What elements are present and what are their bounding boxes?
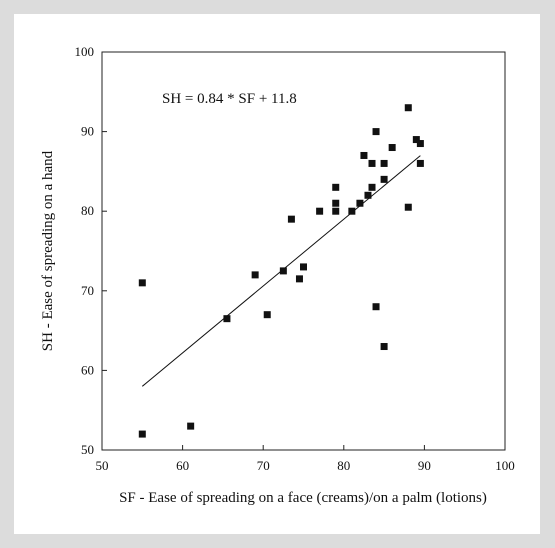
x-tick-label: 100 [495,458,515,473]
data-point [404,203,412,211]
data-point [251,271,259,279]
data-point [300,263,307,271]
data-point [380,343,388,351]
data-point [360,151,368,159]
data-point [316,207,324,215]
x-tick-label: 70 [257,458,270,473]
x-tick-label: 50 [96,458,109,473]
x-tick-label: 80 [337,458,350,473]
x-axis-label: SF - Ease of spreading on a face (creams… [119,490,487,506]
data-point [348,207,356,215]
data-point [412,136,420,144]
data-point [380,175,388,183]
data-point [364,191,372,199]
y-tick-label: 70 [81,283,94,298]
x-axis-ticks: 50 60 70 80 90 100 [96,445,515,473]
y-tick-label: 50 [81,442,94,457]
data-point [372,128,380,136]
y-tick-label: 90 [81,124,94,139]
plot-frame [101,51,506,451]
chart-panel: 50 60 70 80 90 100 50 60 70 80 90 100 SH = 0.84 * … [14,14,540,534]
data-point [279,267,287,275]
scatter-chart: 50 60 70 80 90 100 50 60 70 80 90 100 SH = 0.84 * … [40,44,515,506]
data-point [372,303,380,311]
y-tick-label: 100 [75,44,95,59]
data-point [138,279,146,287]
data-point [187,422,195,430]
data-point [380,159,388,167]
data-point [368,159,376,167]
data-point [368,183,376,191]
data-point [416,140,424,148]
data-point [388,144,396,152]
x-tick-label: 90 [418,458,431,473]
y-axis-ticks: 50 60 70 80 90 100 [75,44,107,457]
y-axis-label: SH - Ease of spreading on a hand [40,150,56,351]
data-points [138,104,424,438]
data-point [404,104,412,112]
data-point [263,311,271,319]
data-point [332,207,340,215]
data-point [332,183,340,191]
x-tick-label: 60 [176,458,189,473]
data-point [295,275,303,283]
regression-equation: SH = 0.84 * SF + 11.8 [162,91,297,107]
data-point [138,430,146,438]
data-point [223,315,231,323]
y-tick-label: 80 [81,203,94,218]
data-point [356,199,364,207]
plot-area [101,51,506,451]
y-tick-label: 60 [81,362,94,377]
data-point [416,159,424,167]
data-point [332,199,340,207]
data-point [287,215,295,223]
